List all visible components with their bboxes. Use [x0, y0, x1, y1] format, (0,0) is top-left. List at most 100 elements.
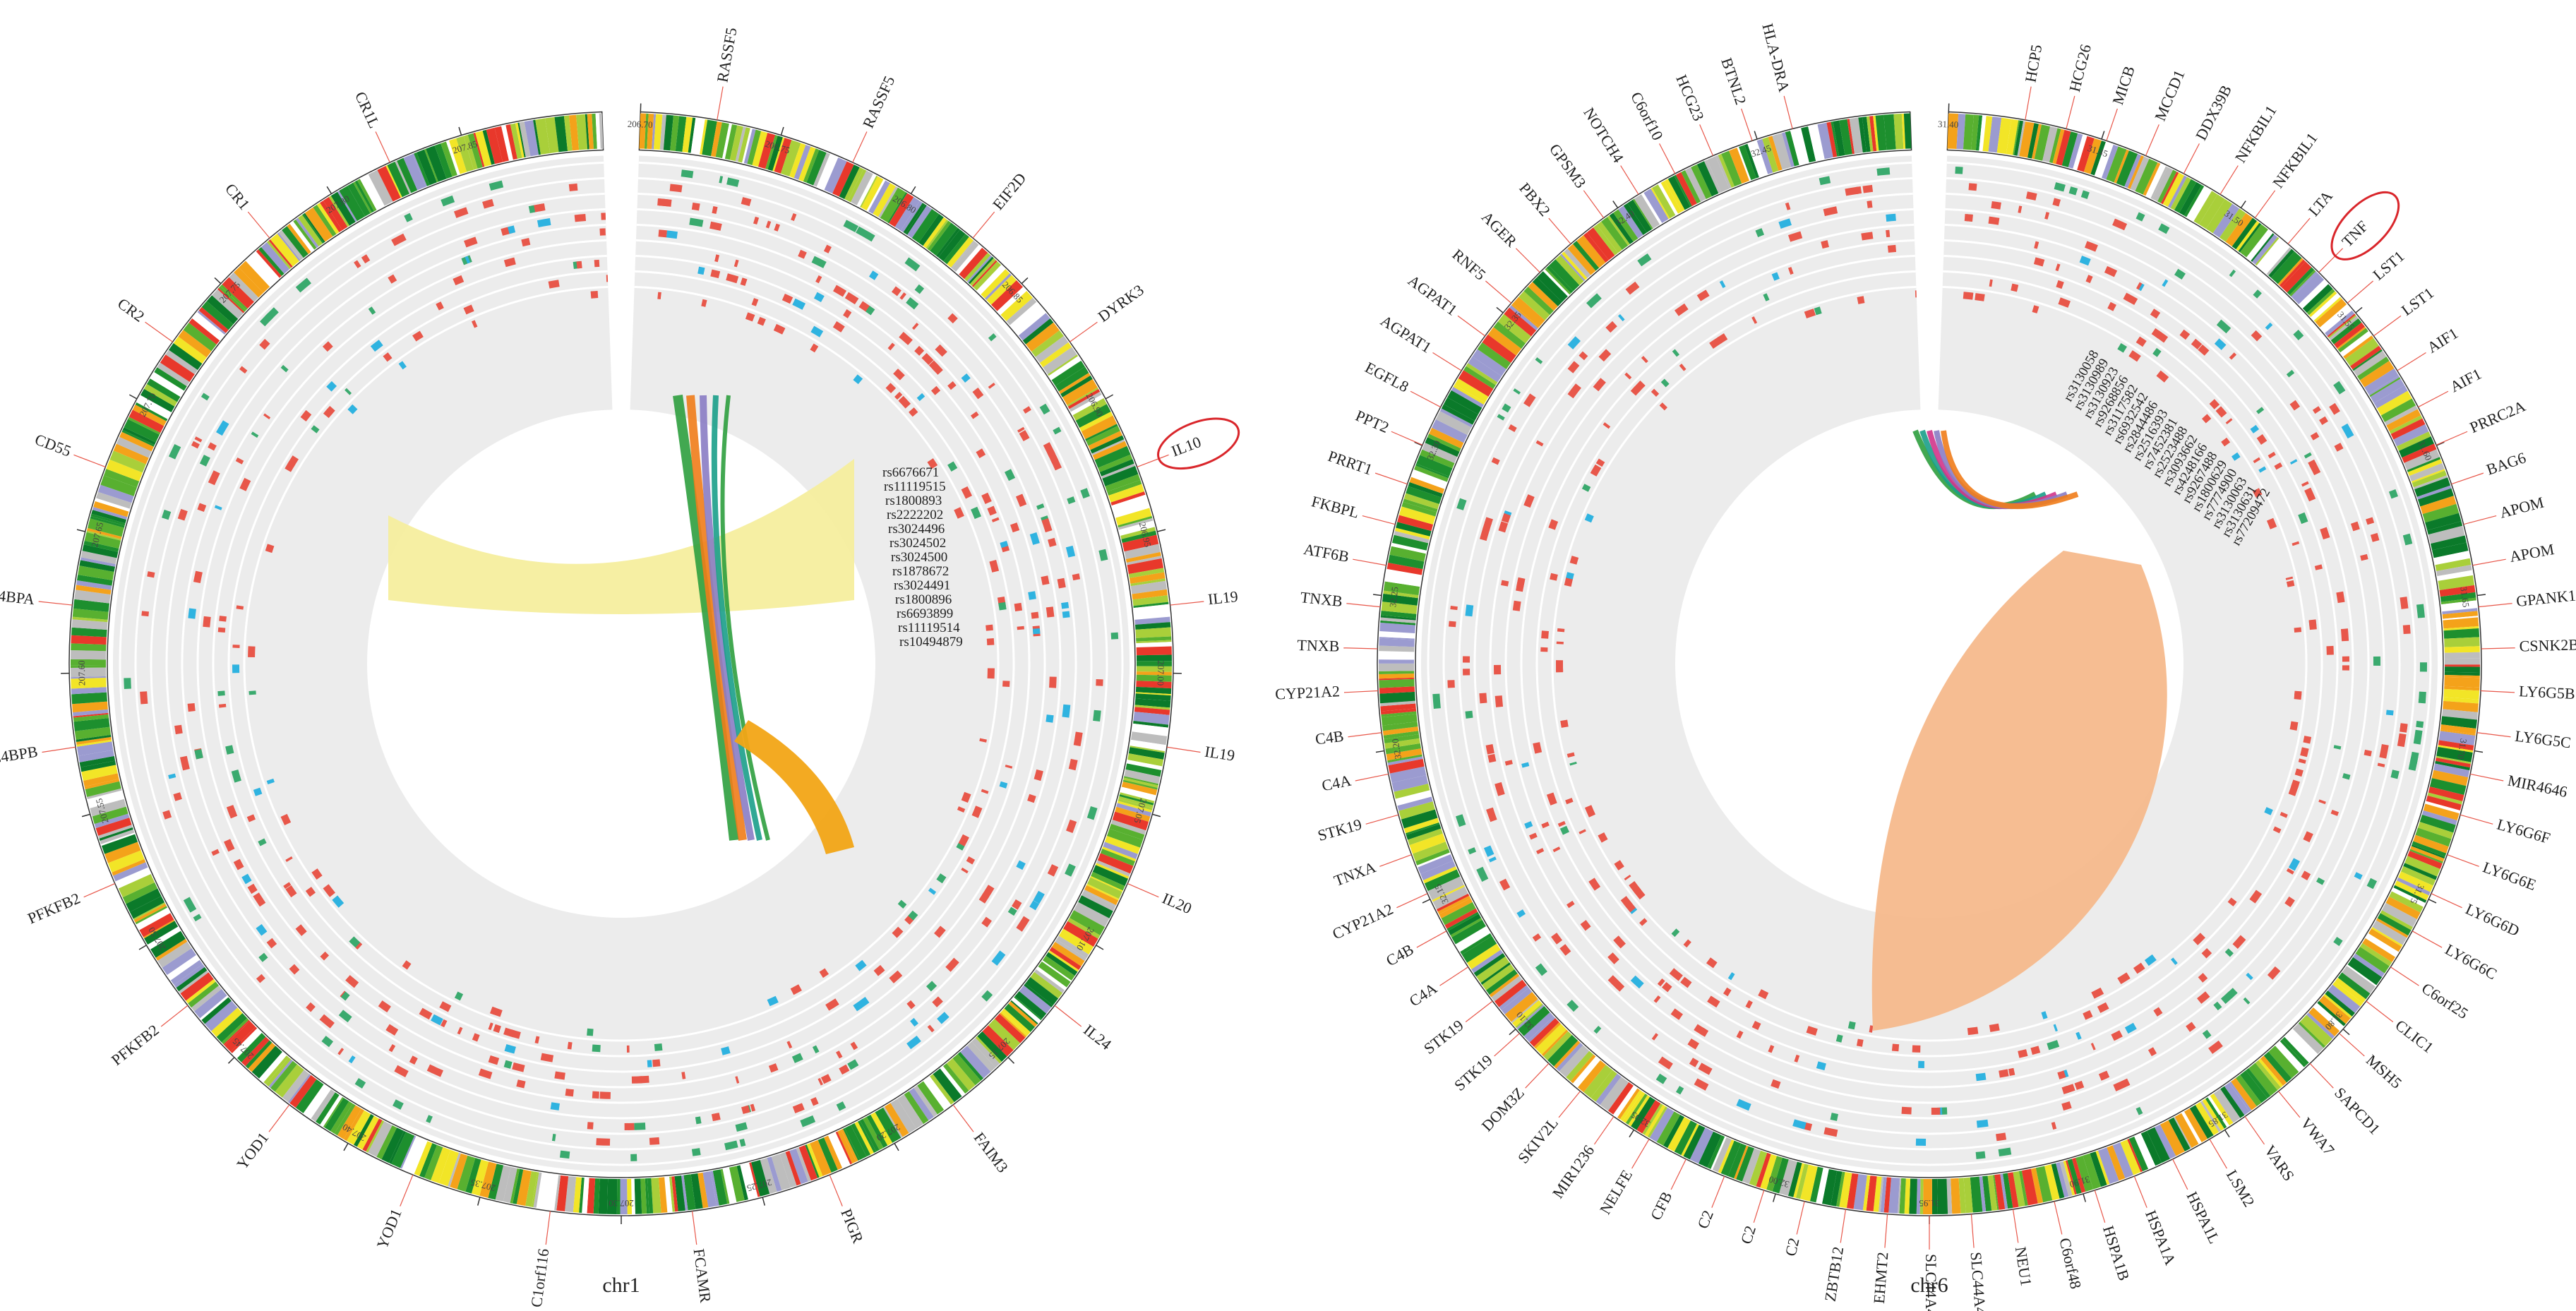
heatmap-segment: [95, 498, 130, 512]
heatmap-segment: [1133, 604, 1170, 613]
heatmap-segment: [353, 181, 372, 214]
snp-mark: [2224, 948, 2234, 957]
gene-leader-line: [2478, 603, 2512, 608]
snp-mark: [1651, 388, 1660, 397]
heatmap-segment: [1403, 818, 1439, 834]
heatmap-segment: [1523, 1012, 1554, 1041]
snp-mark: [2174, 268, 2186, 280]
gene-label: C6orf25: [2419, 979, 2472, 1022]
heatmap-segment: [494, 126, 509, 162]
snp-mark: [283, 882, 292, 890]
heatmap-segment: [1873, 115, 1879, 151]
heatmap-segment: [1386, 562, 1423, 575]
gene-label: DDX39B: [2192, 82, 2235, 143]
snp-mark: [1578, 351, 1588, 361]
heatmap-segment: [2083, 138, 2102, 174]
snp-mark: [681, 169, 694, 179]
heatmap-segment: [1703, 160, 1722, 193]
heatmap-segment: [126, 888, 162, 912]
gene-leader-line: [1416, 930, 1447, 948]
heatmap-segment: [1427, 876, 1464, 900]
heatmap-segment: [211, 1007, 243, 1037]
heatmap-segment: [533, 1172, 542, 1208]
gene-label: C4BPB: [0, 743, 39, 767]
heatmap-segment: [1108, 484, 1144, 503]
heatmap-segment: [1826, 121, 1838, 157]
heatmap-segment: [2404, 856, 2440, 877]
heatmap-segment: [1880, 1177, 1887, 1213]
snp-mark: [1032, 628, 1041, 635]
heatmap-segment: [2337, 328, 2368, 353]
heatmap-segment: [1613, 209, 1639, 242]
heatmap-segment: [268, 1059, 293, 1089]
snp-mark: [1521, 762, 1530, 768]
gene-label: STK19: [1420, 1016, 1467, 1058]
heatmap-segment: [2436, 746, 2473, 762]
heatmap-segment: [1497, 313, 1531, 344]
heatmap-segment: [860, 175, 878, 208]
snp-mark: [1465, 710, 1473, 719]
heatmap-segment: [1135, 627, 1172, 638]
heatmap-segment: [1715, 155, 1732, 189]
snp-mark: [1049, 676, 1057, 688]
heatmap-segment: [2275, 1041, 2304, 1072]
snp-mark: [961, 486, 973, 499]
heatmap-segment: [1408, 481, 1443, 498]
heatmap-segment: [1133, 712, 1170, 725]
snp-mark: [1679, 364, 1687, 371]
heatmap-segment: [810, 1139, 832, 1176]
heatmap-segment: [2391, 887, 2426, 907]
heatmap-segment: [157, 941, 192, 968]
heatmap-segment: [1441, 404, 1475, 425]
snp-mark: [976, 448, 986, 458]
heatmap-segment: [97, 484, 134, 503]
snp-mark: [1653, 995, 1661, 1003]
heatmap-segment: [320, 200, 342, 233]
heatmap-segment: [1041, 960, 1072, 982]
snp-mark: [1483, 845, 1494, 857]
heatmap-segment: [1628, 1095, 1651, 1127]
heatmap-segment: [2347, 964, 2377, 987]
snp-label: rs10494879: [899, 635, 963, 649]
heatmap-segment: [2106, 146, 2127, 183]
snp-mark: [711, 1113, 721, 1122]
snp-mark: [1598, 832, 1608, 843]
gene-leader-line: [717, 86, 724, 120]
heatmap-segment: [467, 133, 483, 169]
snp-mark: [295, 277, 311, 293]
heatmap-segment: [1102, 846, 1137, 862]
snp-mark: [1615, 981, 1625, 992]
heatmap-segment: [135, 906, 168, 925]
heatmap-segment: [2444, 637, 2480, 647]
snp-mark: [1485, 744, 1494, 755]
heatmap-segment: [2404, 449, 2440, 471]
heatmap-segment: [2411, 469, 2445, 483]
snp-mark: [2208, 1040, 2223, 1054]
snp-mark: [765, 220, 772, 229]
snp-mark: [1867, 200, 1873, 208]
heatmap-segment: [212, 289, 244, 319]
heatmap-segment: [1110, 491, 1146, 506]
snp-mark: [2056, 280, 2064, 289]
heatmap-segment: [155, 938, 188, 961]
snp-mark: [426, 1115, 433, 1123]
snp-mark: [1516, 909, 1526, 918]
heatmap-segment: [1963, 114, 1975, 150]
snp-mark: [689, 217, 704, 227]
heatmap-segment: [2337, 972, 2371, 1000]
snp-mark: [1504, 760, 1513, 766]
snp-mark: [790, 984, 802, 995]
track-background-band: [113, 155, 1130, 1172]
snp-mark: [280, 813, 292, 826]
snp-mark: [1086, 806, 1098, 820]
heatmap-segment: [1742, 1148, 1761, 1185]
snp-mark: [1068, 758, 1078, 771]
heatmap-segment: [785, 1151, 801, 1186]
heatmap-segment: [282, 226, 308, 258]
gene-leader-line: [2309, 1062, 2334, 1089]
snp-mark: [2117, 972, 2131, 985]
snp-mark: [1999, 1069, 2009, 1078]
gene-leader-line: [2460, 814, 2493, 825]
heatmap-segment: [1883, 1177, 1891, 1213]
